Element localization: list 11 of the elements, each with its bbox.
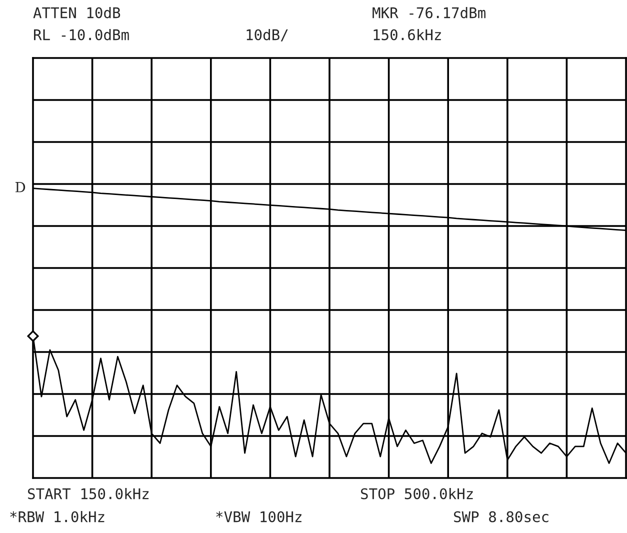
text: *RBW 1.0kHz — [10, 510, 104, 522]
text: SWP 8.80sec — [454, 511, 548, 522]
text: 10dB/ — [246, 28, 288, 42]
text: MKR -76.17dBm — [372, 6, 486, 18]
text: ATTEN 10dB — [33, 6, 120, 18]
text: RL -10.0dBm — [34, 28, 129, 40]
text: 150.6kHz — [374, 28, 441, 40]
text: START 150.0kHz — [28, 488, 149, 500]
text: *VBW 100Hz — [216, 511, 302, 522]
text: STOP 500.0kHz — [360, 488, 473, 500]
series-label: D — [16, 182, 26, 192]
